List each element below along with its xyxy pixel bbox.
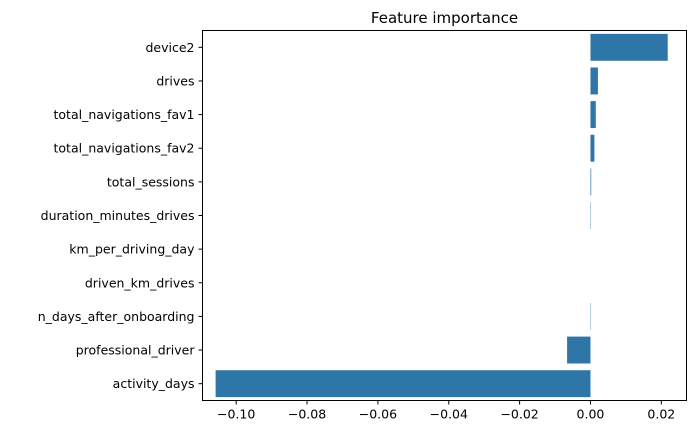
- axes-layer: [203, 31, 687, 401]
- y-tick-label: activity_days: [113, 376, 195, 391]
- y-tick-label: device2: [145, 40, 194, 55]
- bar-activity-days: [216, 370, 591, 397]
- bar-device2: [590, 34, 667, 61]
- y-tick-label: professional_driver: [76, 343, 196, 358]
- x-tick-label: −0.06: [359, 407, 397, 422]
- y-tick-label: km_per_driving_day: [69, 242, 195, 257]
- bar-total-sessions: [590, 168, 591, 195]
- y-tick-label: n_days_after_onboarding: [38, 309, 195, 324]
- x-tick-label: −0.02: [500, 407, 538, 422]
- x-tick-label: 0.00: [577, 407, 605, 422]
- x-tick-label: −0.04: [430, 407, 468, 422]
- bars-layer: [216, 34, 668, 397]
- ticks-layer: device2 drives total_navigations_fav1total…: [38, 40, 676, 422]
- y-tick-label: total_navigations_fav2: [54, 141, 195, 156]
- x-tick-label: 0.02: [647, 407, 675, 422]
- x-tick-label: −0.08: [288, 407, 326, 422]
- y-tick-label: drives: [156, 73, 194, 88]
- y-tick-label: total_navigations_fav1: [54, 107, 195, 122]
- chart-title: Feature importance: [371, 9, 518, 27]
- bar-professional-driver: [567, 337, 590, 364]
- bar-drives: [590, 68, 597, 95]
- plot-frame: [203, 31, 687, 401]
- bar-total-navigations-fav2: [590, 135, 594, 162]
- bar-total-navigations-fav1: [590, 101, 595, 128]
- x-tick-label: −0.10: [217, 407, 255, 422]
- y-tick-label: driven_km_drives: [85, 275, 195, 290]
- y-tick-label: total_sessions: [107, 174, 195, 189]
- y-tick-label: duration_minutes_drives: [41, 208, 195, 223]
